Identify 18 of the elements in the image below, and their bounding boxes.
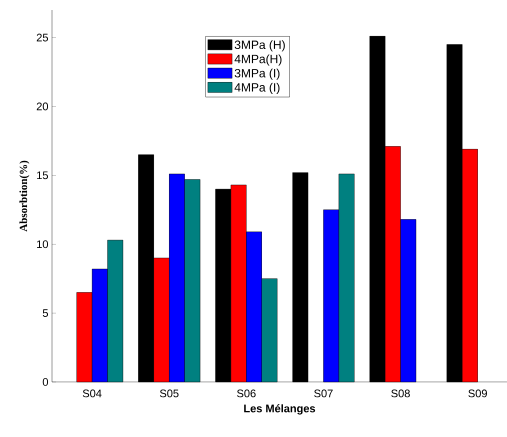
x-tick-label: S07 [314,390,333,398]
x-tick-label: S09 [468,390,487,398]
y-tick-label: 15 [37,171,48,180]
y-tick-label: 0 [42,378,48,386]
legend-label: 3MPa (H) [234,40,285,52]
x-axis-title: Les Mélanges [244,404,316,415]
y-tick-label: 10 [37,240,48,248]
x-tick-label: S06 [237,390,256,398]
legend-label: 4MPa(H) [234,54,282,66]
x-tick-label: S05 [160,390,179,398]
legend-label: 4MPa (I) [234,82,280,94]
y-tick-label: 5 [42,309,48,317]
y-tick-label: 25 [36,34,48,42]
x-tick-label: S08 [391,390,410,398]
y-tick-label: 20 [36,102,48,110]
legend-label: 3MPa (I) [234,68,280,80]
y-axis-title: Absorbtion(%) [19,160,30,232]
x-tick-label: S04 [82,390,102,398]
